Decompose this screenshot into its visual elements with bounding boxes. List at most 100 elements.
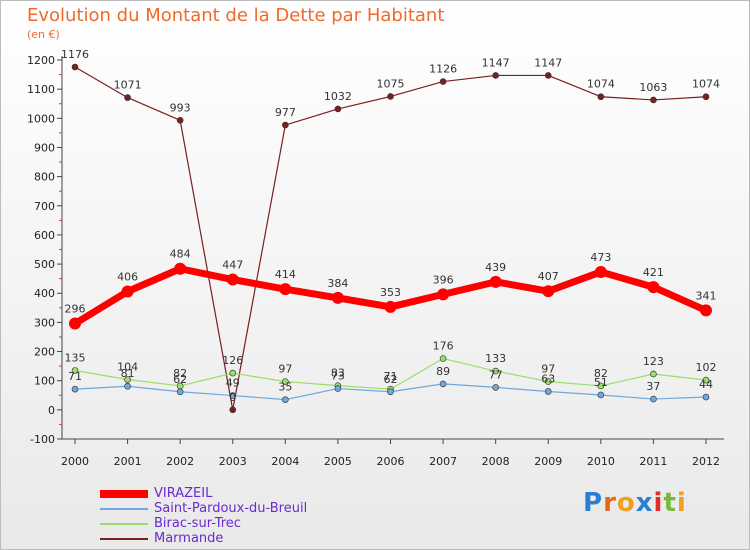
- data-label: 0: [229, 391, 236, 404]
- data-label: 44: [699, 378, 713, 391]
- data-label: 123: [643, 355, 664, 368]
- data-label: 63: [541, 372, 555, 385]
- data-point: [229, 406, 237, 414]
- data-label: 407: [538, 270, 559, 283]
- data-point: [544, 378, 552, 385]
- logo-letter: t: [663, 488, 677, 518]
- y-tick-label: -100: [30, 433, 55, 446]
- legend-swatch: [100, 522, 148, 525]
- data-label: 473: [590, 251, 611, 264]
- y-tick-label: 500: [34, 258, 55, 271]
- x-tick-label: 2001: [114, 455, 142, 468]
- data-label: 484: [170, 248, 191, 261]
- data-label: 97: [541, 363, 555, 376]
- data-label: 77: [489, 368, 503, 381]
- x-tick-label: 2005: [324, 455, 352, 468]
- data-point: [544, 388, 552, 395]
- data-point: [439, 78, 447, 85]
- data-point: [437, 288, 450, 301]
- data-point: [647, 281, 660, 294]
- logo-letter: o: [616, 488, 636, 518]
- y-tick-label: 300: [34, 316, 55, 329]
- legend-swatch: [100, 507, 148, 510]
- data-label: 1147: [482, 56, 510, 69]
- x-tick-label: 2006: [377, 455, 405, 468]
- data-point: [124, 376, 131, 383]
- data-label: 82: [594, 367, 608, 380]
- data-label: 421: [643, 266, 664, 279]
- y-tick-label: 400: [34, 287, 55, 300]
- data-label: 977: [275, 106, 296, 119]
- logo-letter: r: [603, 488, 617, 518]
- chart-title: Evolution du Montant de la Dette par Hab…: [27, 5, 445, 26]
- data-label: 71: [68, 370, 82, 383]
- data-label: 62: [173, 373, 187, 386]
- data-label: 89: [436, 365, 450, 378]
- data-label: 993: [170, 101, 191, 114]
- data-label: 97: [278, 363, 292, 376]
- x-tick-label: 2007: [429, 455, 457, 468]
- data-label: 414: [275, 268, 296, 281]
- data-label: 62: [384, 373, 398, 386]
- data-point: [282, 378, 289, 385]
- logo-letter: i: [653, 488, 664, 518]
- data-point: [700, 304, 712, 317]
- data-label: 1126: [429, 63, 457, 76]
- data-point: [702, 376, 710, 384]
- data-point: [176, 388, 184, 396]
- data-point: [71, 63, 79, 71]
- data-label: 135: [65, 351, 86, 364]
- data-label: 104: [117, 361, 138, 374]
- data-point: [492, 72, 499, 79]
- y-tick-label: 1100: [27, 83, 55, 96]
- legend-item: Marmande: [100, 531, 307, 546]
- data-label: 73: [331, 370, 345, 383]
- y-tick-label: 1200: [27, 54, 55, 67]
- data-label: 102: [696, 361, 717, 374]
- data-point: [279, 283, 292, 296]
- x-tick-label: 2009: [534, 455, 562, 468]
- data-point: [331, 291, 344, 304]
- data-label: 51: [594, 376, 608, 389]
- data-label: 82: [173, 367, 187, 380]
- data-point: [282, 121, 289, 129]
- proxiti-logo: Proxiti: [583, 488, 687, 518]
- y-tick-label: 1000: [27, 112, 55, 125]
- data-point: [176, 117, 184, 124]
- data-label: 83: [331, 367, 345, 380]
- data-label: 71: [384, 370, 398, 383]
- x-tick-label: 2011: [639, 455, 667, 468]
- data-point: [387, 93, 394, 100]
- data-label: 406: [117, 270, 138, 283]
- x-tick-label: 2000: [61, 455, 89, 468]
- legend-label: Saint-Pardoux-du-Breuil: [154, 501, 308, 516]
- data-label: 341: [696, 289, 717, 302]
- data-label: 447: [222, 259, 243, 272]
- logo-letter: i: [676, 488, 687, 518]
- data-point: [387, 388, 394, 396]
- x-tick-label: 2002: [166, 455, 194, 468]
- legend-label: Marmande: [154, 531, 224, 546]
- data-point: [650, 96, 657, 104]
- data-point: [384, 300, 397, 313]
- x-tick-label: 2003: [219, 455, 247, 468]
- data-label: 296: [65, 303, 86, 316]
- data-label: 1071: [114, 79, 142, 92]
- data-label: 126: [222, 354, 243, 367]
- x-tick-label: 2012: [692, 455, 720, 468]
- legend-swatch: [100, 537, 148, 540]
- data-point: [124, 94, 131, 101]
- data-label: 1147: [534, 56, 562, 69]
- legend-item: Birac-sur-Trec: [100, 516, 307, 531]
- data-point: [282, 396, 289, 403]
- chart-legend: VIRAZEIL Saint-Pardoux-du-Breuil Birac-sur…: [100, 486, 307, 546]
- x-tick-label: 2010: [587, 455, 615, 468]
- x-tick-label: 2004: [271, 455, 299, 468]
- y-tick-label: 0: [48, 404, 55, 417]
- legend-label: VIRAZEIL: [154, 486, 213, 501]
- y-tick-label: 100: [34, 375, 55, 388]
- data-label: 1075: [377, 77, 405, 90]
- x-tick-label: 2008: [482, 455, 510, 468]
- logo-letter: x: [635, 488, 654, 518]
